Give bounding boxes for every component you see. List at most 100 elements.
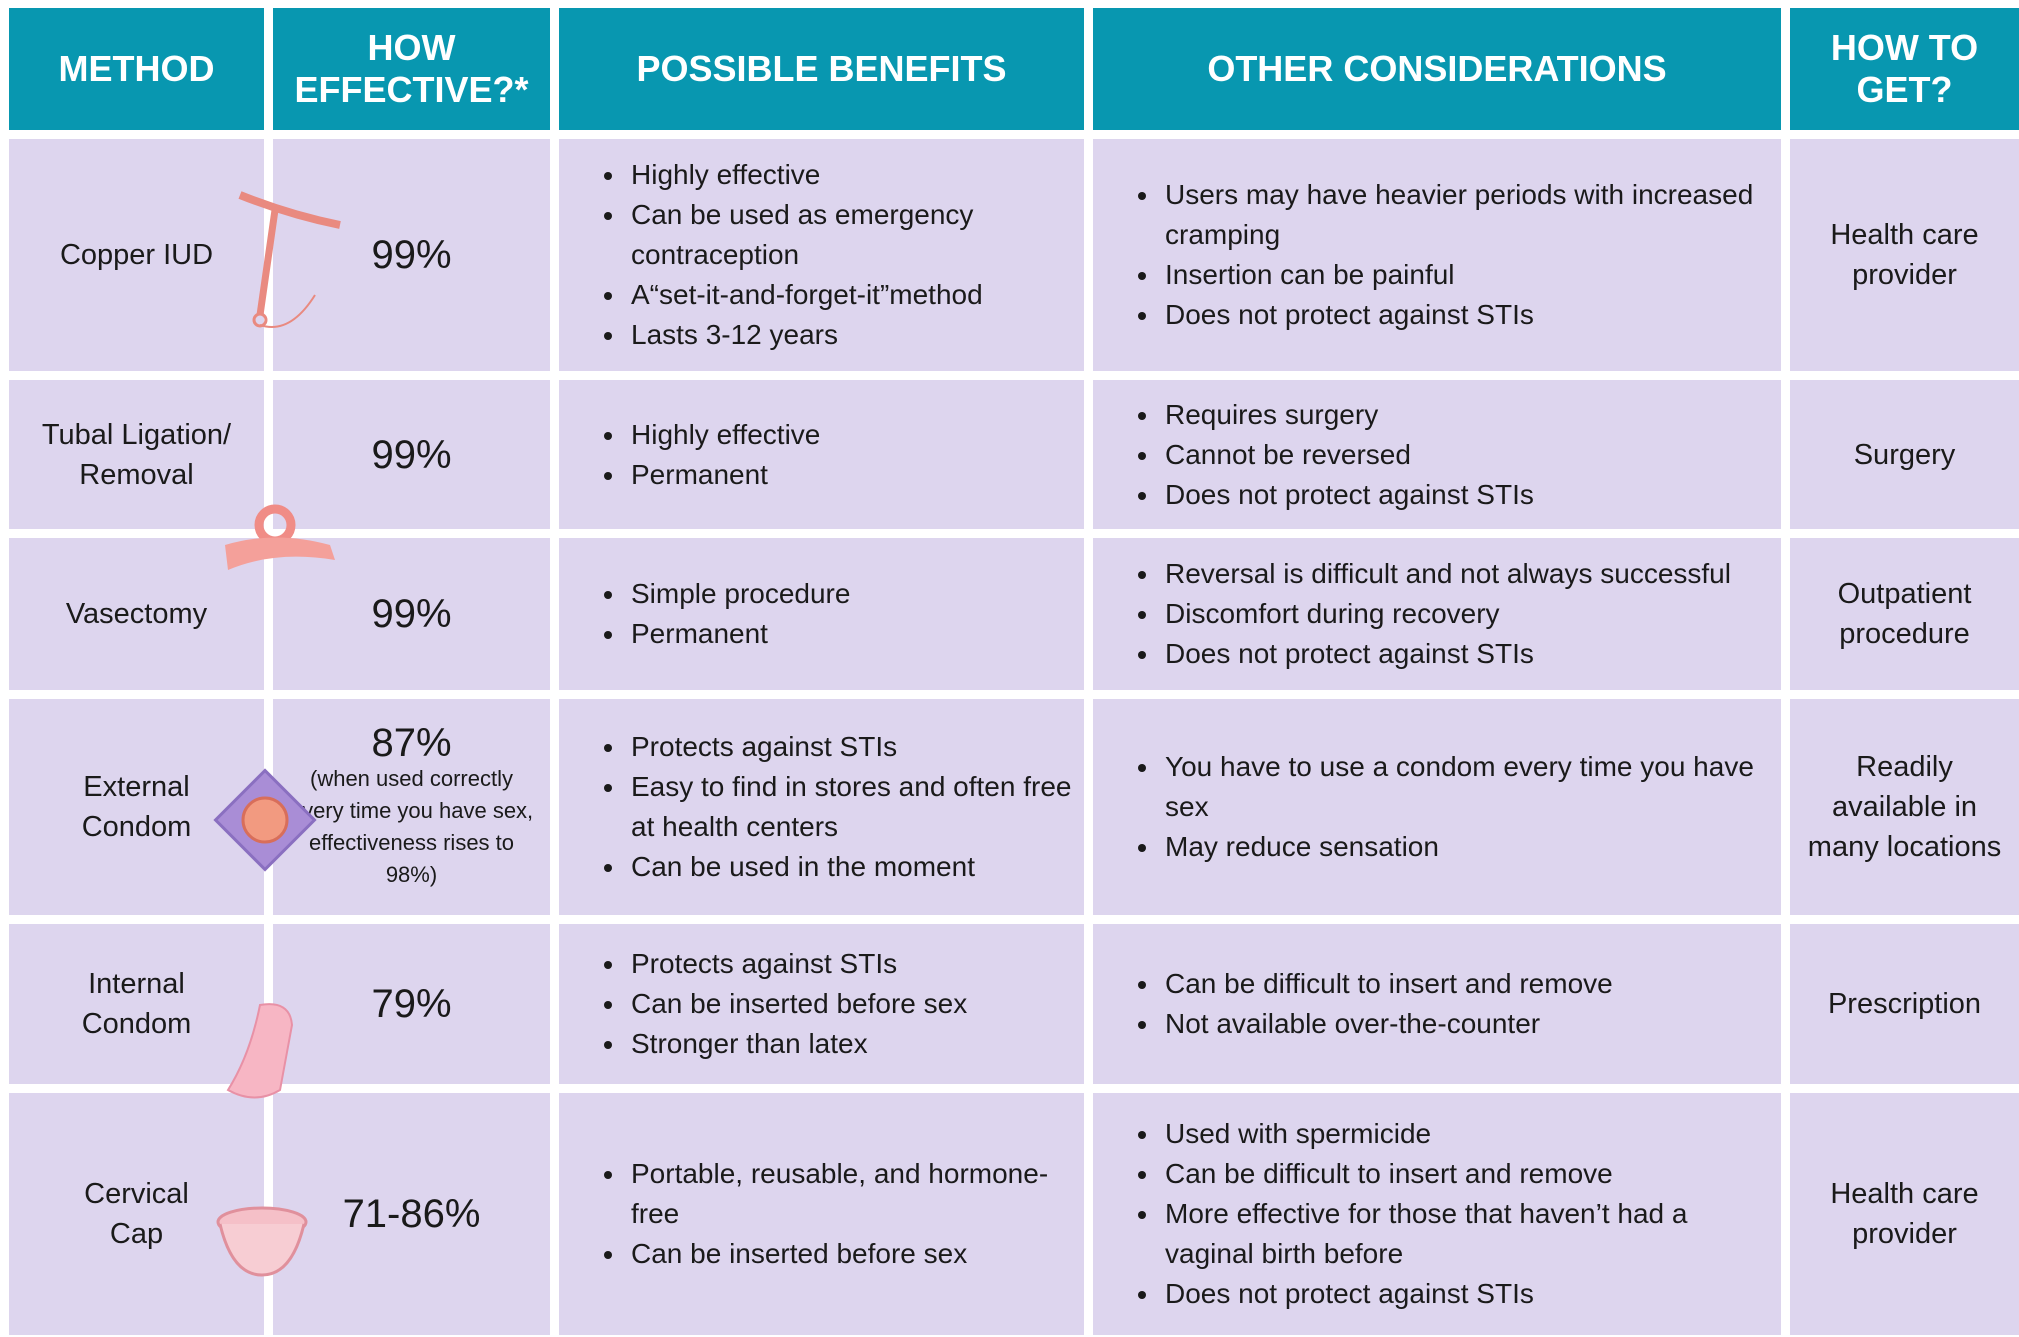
benefit: Protects against STIs xyxy=(627,727,1074,767)
header-line: HOW TO xyxy=(1830,27,1979,68)
benefits-cell: Highly effectivePermanent xyxy=(559,380,1084,529)
cervical-cap-icon xyxy=(216,1206,308,1277)
how-to-get-line: Readily xyxy=(1856,751,1953,783)
consideration-list: Can be difficult to insert and removeNot… xyxy=(1093,964,1781,1044)
consideration-list: Users may have heavier periods with incr… xyxy=(1093,175,1781,335)
considerations-cell: Reversal is difficult and not always suc… xyxy=(1093,538,1781,690)
consideration: Not available over-the-counter xyxy=(1161,1004,1771,1044)
consideration: Cannot be reversed xyxy=(1161,435,1771,475)
method-line: Tubal Ligation/ xyxy=(41,418,232,451)
benefit: Can be inserted before sex xyxy=(627,1234,1074,1274)
considerations-cell: Used with spermicideCan be difficult to … xyxy=(1093,1093,1781,1335)
benefit: Simple procedure xyxy=(627,574,1074,614)
condom-pack-icon xyxy=(213,768,317,872)
header-line: HOW xyxy=(367,27,456,68)
benefits-cell: Protects against STIsEasy to find in sto… xyxy=(559,699,1084,915)
how-to-get-cell: Health care provider xyxy=(1790,1093,2019,1335)
effectiveness: 99% xyxy=(371,592,452,636)
effectiveness: 99% xyxy=(371,432,452,477)
header-line: EFFECTIVE?* xyxy=(294,69,529,110)
benefit-list: Highly effectiveCan be used as emergency… xyxy=(559,155,1084,355)
consideration-list: Used with spermicideCan be difficult to … xyxy=(1093,1114,1781,1314)
how-to-get-line: procedure xyxy=(1839,618,1970,650)
benefit-list: Simple procedurePermanent xyxy=(559,574,1084,654)
header-line: GET? xyxy=(1856,69,1953,110)
benefit-list: Protects against STIsEasy to find in sto… xyxy=(559,727,1084,887)
consideration: Discomfort during recovery xyxy=(1161,594,1771,634)
consideration: Requires surgery xyxy=(1161,395,1771,435)
consideration: Can be difficult to insert and remove xyxy=(1161,1154,1771,1194)
benefit: Highly effective xyxy=(627,155,1074,195)
consideration: Reversal is difficult and not always suc… xyxy=(1161,554,1771,594)
considerations-cell: Users may have heavier periods with incr… xyxy=(1093,139,1781,371)
method-cell: Cervical Cap xyxy=(9,1093,264,1335)
method-line: Internal xyxy=(88,968,185,1000)
how-to-get-line: provider xyxy=(1852,259,1957,291)
header-cell: HOW EFFECTIVE?* xyxy=(273,8,550,130)
method-line: Condom xyxy=(81,811,192,843)
header-cell: HOW TO GET? xyxy=(1790,8,2019,130)
benefit-list: Protects against STIsCan be inserted bef… xyxy=(559,944,1084,1064)
method-line: Copper IUD xyxy=(59,239,214,271)
header-cell: METHOD xyxy=(9,8,264,130)
method-cell: Copper IUD xyxy=(9,139,264,371)
benefit: Portable, reusable, and hormone-free xyxy=(627,1154,1074,1234)
consideration: Used with spermicide xyxy=(1161,1114,1771,1154)
consideration: Insertion can be painful xyxy=(1161,255,1771,295)
header-line: OTHER CONSIDERATIONS xyxy=(1207,48,1667,89)
how-to-get-line: Health care xyxy=(1830,219,1979,251)
how-to-get-cell: Surgery xyxy=(1790,380,2019,529)
consideration: You have to use a condom every time you … xyxy=(1161,747,1771,827)
benefit: Lasts 3-12 years xyxy=(627,315,1074,355)
benefits-cell: Protects against STIsCan be inserted bef… xyxy=(559,924,1084,1084)
header-cell: OTHER CONSIDERATIONS xyxy=(1093,8,1781,130)
considerations-cell: Requires surgeryCannot be reversedDoes n… xyxy=(1093,380,1781,529)
effectiveness: 99% xyxy=(371,233,452,277)
header-cell: POSSIBLE BENEFITS xyxy=(559,8,1084,130)
effectiveness-cell: 79% xyxy=(273,924,550,1084)
how-to-get-cell: Outpatient procedure xyxy=(1790,538,2019,690)
method-line: Vasectomy xyxy=(65,598,208,630)
method-line: Condom xyxy=(81,1008,192,1040)
how-to-get-line: Prescription xyxy=(1827,988,1982,1020)
benefits-cell: Portable, reusable, and hormone-freeCan … xyxy=(559,1093,1084,1335)
effectiveness-cell: 71-86% xyxy=(273,1093,550,1335)
method-cell: Vasectomy xyxy=(9,538,264,690)
how-to-get-line: available in xyxy=(1831,791,1978,823)
effectiveness-cell: 99% xyxy=(273,139,550,371)
ribbon-icon xyxy=(225,504,335,570)
benefit: Permanent xyxy=(627,455,1074,495)
benefit: A“set-it-and-forget-it”method xyxy=(627,275,1074,315)
consideration: Users may have heavier periods with incr… xyxy=(1161,175,1771,255)
consideration: Does not protect against STIs xyxy=(1161,475,1771,515)
effectiveness: 79% xyxy=(371,982,452,1026)
header-line: METHOD xyxy=(58,48,215,89)
how-to-get-line: provider xyxy=(1852,1218,1957,1250)
effectiveness-cell: 87% (when used correctly every time you h… xyxy=(273,699,550,915)
how-to-get-cell: Prescription xyxy=(1790,924,2019,1084)
method-cell: External Condom xyxy=(9,699,264,915)
how-to-get-line: Surgery xyxy=(1853,438,1956,471)
benefit: Protects against STIs xyxy=(627,944,1074,984)
how-to-get-line: many locations xyxy=(1807,831,2002,863)
benefit-list: Highly effectivePermanent xyxy=(559,415,1084,495)
how-to-get-line: Health care xyxy=(1830,1178,1979,1210)
considerations-cell: Can be difficult to insert and removeNot… xyxy=(1093,924,1781,1084)
benefits-cell: Highly effectiveCan be used as emergency… xyxy=(559,139,1084,371)
considerations-cell: You have to use a condom every time you … xyxy=(1093,699,1781,915)
effectiveness: 87% xyxy=(371,721,452,765)
method-line: External xyxy=(83,771,190,803)
consideration-list: Requires surgeryCannot be reversedDoes n… xyxy=(1093,395,1781,515)
method-cell: Internal Condom xyxy=(9,924,264,1084)
effectiveness: 71-86% xyxy=(342,1192,481,1236)
how-to-get-line: Outpatient xyxy=(1837,578,1972,610)
benefit: Can be used in the moment xyxy=(627,847,1074,887)
consideration: May reduce sensation xyxy=(1161,827,1771,867)
consideration-list: Reversal is difficult and not always suc… xyxy=(1093,554,1781,674)
benefit-list: Portable, reusable, and hormone-freeCan … xyxy=(559,1154,1084,1274)
consideration: Can be difficult to insert and remove xyxy=(1161,964,1771,1004)
method-line: Removal xyxy=(79,458,194,491)
benefit: Stronger than latex xyxy=(627,1024,1074,1064)
internal-condom-icon xyxy=(226,1003,294,1099)
header-line: POSSIBLE BENEFITS xyxy=(636,48,1007,89)
